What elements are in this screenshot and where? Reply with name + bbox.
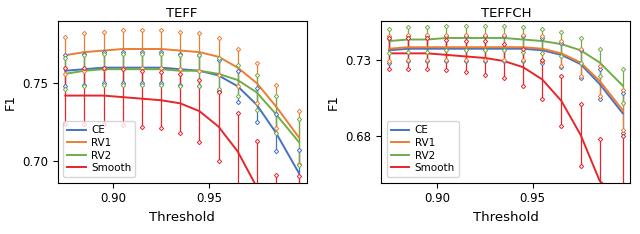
Legend: CE, RV1, RV2, Smooth: CE, RV1, RV2, Smooth <box>63 121 135 177</box>
X-axis label: Threshold: Threshold <box>473 211 539 224</box>
Title: TEFFCH: TEFFCH <box>481 7 531 20</box>
X-axis label: Threshold: Threshold <box>149 211 215 224</box>
Y-axis label: F1: F1 <box>327 94 340 110</box>
Y-axis label: F1: F1 <box>3 94 17 110</box>
Title: TEFF: TEFF <box>166 7 198 20</box>
Legend: CE, RV1, RV2, Smooth: CE, RV1, RV2, Smooth <box>387 121 459 177</box>
